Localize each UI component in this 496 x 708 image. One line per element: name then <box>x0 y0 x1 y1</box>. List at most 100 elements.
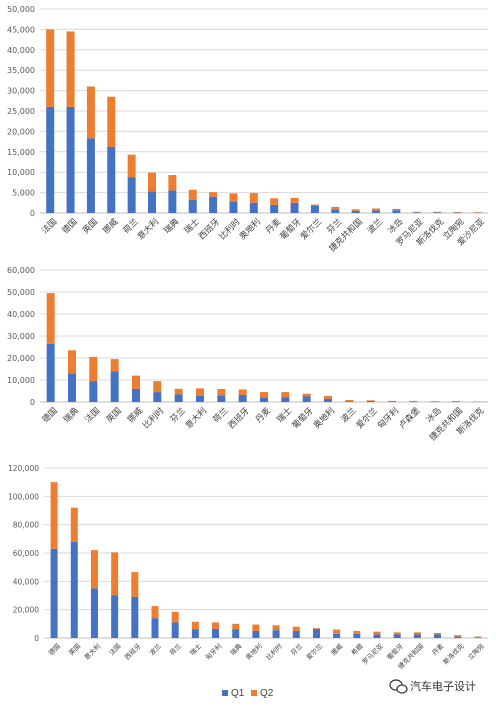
bar-q2 <box>66 31 75 107</box>
bar-q2 <box>70 507 78 542</box>
y-tick-label: 40,000 <box>7 310 35 319</box>
x-category-label: 法国 <box>83 405 103 425</box>
bar-q2 <box>196 388 204 396</box>
bar-q1 <box>212 628 220 638</box>
bar-q2 <box>252 624 260 631</box>
y-tick-label: 10,000 <box>7 376 35 385</box>
bar-q1 <box>393 634 401 638</box>
bar-q1 <box>151 618 159 638</box>
x-category-label: 比利时 <box>264 641 285 662</box>
bar-q1 <box>412 212 421 213</box>
bar-q2 <box>217 389 226 396</box>
bar-q2 <box>46 29 55 107</box>
y-tick-label: 20,000 <box>7 127 35 136</box>
bar-q2 <box>388 400 396 402</box>
x-category-label: 德国 <box>40 405 60 425</box>
bar-q2 <box>153 381 162 393</box>
bar-q2 <box>412 211 421 213</box>
x-category-label: 丹麦 <box>430 641 446 657</box>
bar-q2 <box>86 86 95 139</box>
y-tick-label: 60,000 <box>7 266 35 275</box>
bar-q1 <box>351 210 360 213</box>
x-category-label: 葡萄牙 <box>278 216 304 242</box>
bar-q2 <box>393 632 401 635</box>
bar-q2 <box>413 632 421 635</box>
bar-q1 <box>111 595 119 638</box>
x-category-label: 西班牙 <box>122 641 143 662</box>
y-tick-label: 80,000 <box>13 521 39 530</box>
watermark-text: 汽车电子设计 <box>410 679 476 693</box>
x-category-label: 瑞典 <box>162 216 182 236</box>
legend: Q1 Q2 <box>222 688 274 699</box>
bar-q2 <box>127 154 136 178</box>
y-tick-label: 30,000 <box>7 87 35 96</box>
x-category-label: 卢森堡 <box>397 405 423 431</box>
y-tick-label: 15,000 <box>7 148 35 157</box>
y-tick-label: 30,000 <box>7 332 35 341</box>
bar-q2 <box>232 623 240 630</box>
bar-q1 <box>127 177 136 213</box>
bar-q1 <box>66 106 75 213</box>
bar-q2 <box>249 193 258 203</box>
bar-q1 <box>70 541 78 638</box>
bar-q1 <box>252 630 260 638</box>
bar-q2 <box>433 211 442 213</box>
bar-q2 <box>373 631 381 635</box>
x-category-label: 匈牙利 <box>375 405 401 431</box>
bar-q2 <box>229 193 238 202</box>
bar-q1 <box>434 634 442 638</box>
y-tick-label: 20,000 <box>13 606 39 615</box>
y-tick-label: 50,000 <box>7 5 35 14</box>
x-category-label: 英国 <box>104 405 124 425</box>
x-category-label: 德国 <box>46 641 62 657</box>
bar-q1 <box>260 397 268 402</box>
bar-q2 <box>281 392 290 398</box>
y-tick-label: 35,000 <box>7 66 35 75</box>
bar-q1 <box>86 138 95 213</box>
bar-q2 <box>171 611 179 623</box>
bar-q1 <box>89 381 98 402</box>
bar-q1 <box>153 392 162 402</box>
bar-q2 <box>90 550 98 589</box>
bar-q2 <box>310 204 319 206</box>
y-tick-label: 40,000 <box>13 577 39 586</box>
bar-q2 <box>392 208 401 211</box>
bar-q2 <box>409 400 418 402</box>
bar-q2 <box>131 572 139 597</box>
legend-swatch-q2 <box>251 690 257 696</box>
bar-q2 <box>50 482 58 549</box>
x-category-label: 芬兰 <box>289 641 305 657</box>
x-category-label: 爱尔兰 <box>304 641 325 662</box>
bar-q2 <box>212 622 220 629</box>
bar-q2 <box>452 401 460 402</box>
bar-q1 <box>324 398 332 402</box>
bar-q2 <box>430 401 439 402</box>
x-category-label: 挪威 <box>329 641 345 657</box>
bar-q2 <box>151 606 159 619</box>
x-category-label: 比利时 <box>141 405 167 431</box>
bar-q1 <box>302 396 311 402</box>
bar-q1 <box>270 204 279 213</box>
bar-q2 <box>188 189 197 200</box>
bar-q2 <box>174 388 183 395</box>
bar-q1 <box>312 628 320 638</box>
bar-q2 <box>270 198 279 205</box>
bar-q2 <box>453 211 462 213</box>
bar-q2 <box>68 350 76 374</box>
bar-q1 <box>310 205 319 213</box>
bar-q1 <box>148 191 156 213</box>
bar-q1 <box>333 633 341 638</box>
bar-q2 <box>107 96 116 147</box>
y-tick-label: 60,000 <box>13 549 39 558</box>
bar-q1 <box>131 596 139 638</box>
bar-q1 <box>168 190 177 213</box>
legend-swatch-q1 <box>222 690 228 696</box>
bar-q2 <box>351 209 360 211</box>
x-category-label: 罗马尼亚 <box>361 642 385 666</box>
bar-q2 <box>474 636 482 638</box>
bar-q1 <box>366 400 375 402</box>
bar-q2 <box>353 630 361 634</box>
bar-q1 <box>474 637 482 638</box>
x-category-label: 德国 <box>60 216 80 236</box>
bar-q2 <box>272 625 280 631</box>
